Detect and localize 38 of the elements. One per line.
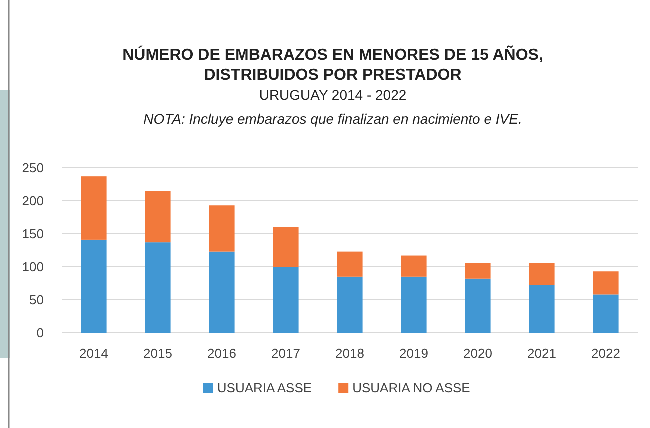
bar — [529, 285, 555, 333]
y-tick-label: 250 — [22, 160, 44, 176]
bar — [337, 276, 363, 333]
bar — [465, 278, 491, 333]
bar — [145, 191, 171, 243]
chart-title: NÚMERO DE EMBARAZOS EN MENORES DE 15 AÑOS, DISTRIBUIDOS POR PRESTADOR — [122, 45, 544, 84]
y-tick-label: 150 — [22, 226, 44, 242]
y-tick-label: 50 — [30, 292, 44, 308]
bar — [337, 252, 363, 277]
x-tick-label: 2021 — [528, 346, 556, 361]
x-tick-label: 2020 — [464, 346, 492, 361]
bar — [593, 294, 619, 333]
x-tick-label: 2014 — [80, 346, 108, 361]
bar — [593, 272, 619, 295]
x-tick-label: 2015 — [144, 346, 172, 361]
bar — [401, 276, 427, 333]
x-tick-label: 2016 — [208, 346, 236, 361]
bar — [529, 263, 555, 286]
bar — [273, 227, 299, 267]
bar — [209, 252, 235, 333]
text: NOTA: Incluye embarazos que finalizan en nacimiento e IVE. — [144, 111, 522, 127]
x-tick-label: 2018 — [336, 346, 364, 361]
bar — [81, 240, 107, 333]
chart-subtitle: URUGUAY 2014 - 2022 — [259, 87, 407, 103]
bar — [145, 242, 171, 333]
legend-label: USUARIA NO ASSE — [352, 380, 471, 396]
bar — [209, 206, 235, 252]
y-tick-label: 100 — [22, 260, 44, 275]
bar — [81, 176, 107, 240]
bar — [401, 256, 427, 277]
x-tick-label: 2019 — [400, 346, 428, 361]
x-tick-label: 2017 — [272, 346, 300, 361]
y-tick-label: 0 — [36, 326, 44, 341]
x-tick-label: 2022 — [592, 346, 620, 361]
bar — [465, 263, 491, 279]
bar — [273, 267, 299, 333]
y-tick-label: 200 — [22, 194, 44, 209]
legend-label: USUARIA ASSE — [217, 380, 312, 396]
